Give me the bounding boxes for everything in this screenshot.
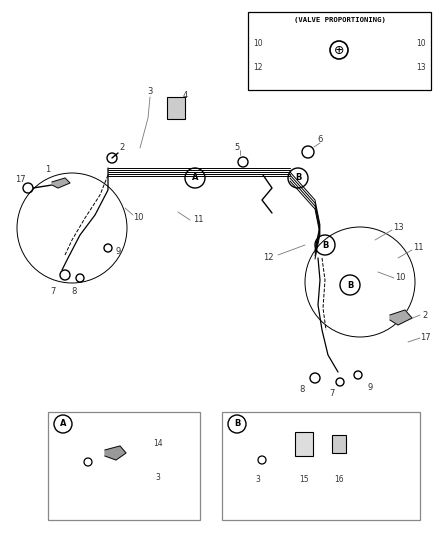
- Text: 10: 10: [133, 214, 143, 222]
- Text: 6: 6: [317, 135, 323, 144]
- Text: 13: 13: [393, 223, 403, 232]
- Text: 10: 10: [416, 39, 426, 49]
- Text: A: A: [192, 174, 198, 182]
- Polygon shape: [52, 178, 70, 188]
- Text: B: B: [295, 174, 301, 182]
- Text: A: A: [60, 419, 66, 429]
- Polygon shape: [390, 310, 412, 325]
- Text: 11: 11: [193, 215, 203, 224]
- Text: 9: 9: [367, 384, 373, 392]
- FancyBboxPatch shape: [295, 432, 313, 456]
- Text: B: B: [347, 280, 353, 289]
- Text: 5: 5: [234, 143, 240, 152]
- Text: 12: 12: [253, 62, 263, 71]
- Text: 3: 3: [255, 475, 261, 484]
- Text: ⊕: ⊕: [334, 44, 344, 56]
- Text: 15: 15: [299, 475, 309, 484]
- Text: 17: 17: [15, 175, 25, 184]
- Text: 4: 4: [182, 91, 187, 100]
- Text: 7: 7: [329, 389, 335, 398]
- Text: 7: 7: [50, 287, 56, 296]
- Text: (VALVE PROPORTIONING): (VALVE PROPORTIONING): [293, 17, 385, 23]
- FancyBboxPatch shape: [48, 412, 200, 520]
- Text: 1: 1: [46, 166, 51, 174]
- Text: 13: 13: [416, 62, 426, 71]
- FancyBboxPatch shape: [222, 412, 420, 520]
- Text: B: B: [322, 240, 328, 249]
- Text: B: B: [234, 419, 240, 429]
- Polygon shape: [105, 446, 126, 460]
- FancyBboxPatch shape: [332, 435, 346, 453]
- Text: 17: 17: [420, 334, 430, 343]
- Text: 3: 3: [147, 87, 153, 96]
- Text: 12: 12: [263, 254, 273, 262]
- Text: 16: 16: [334, 475, 344, 484]
- Text: 2: 2: [120, 143, 125, 152]
- Text: 10: 10: [253, 39, 263, 49]
- FancyBboxPatch shape: [248, 12, 431, 90]
- Text: 11: 11: [413, 244, 423, 253]
- Text: 3: 3: [155, 472, 160, 481]
- Text: 8: 8: [299, 385, 305, 394]
- Text: 9: 9: [115, 247, 120, 256]
- Text: 14: 14: [153, 439, 163, 448]
- FancyBboxPatch shape: [167, 97, 185, 119]
- Text: 10: 10: [395, 273, 405, 282]
- Text: 8: 8: [71, 287, 77, 296]
- Text: 2: 2: [422, 311, 427, 319]
